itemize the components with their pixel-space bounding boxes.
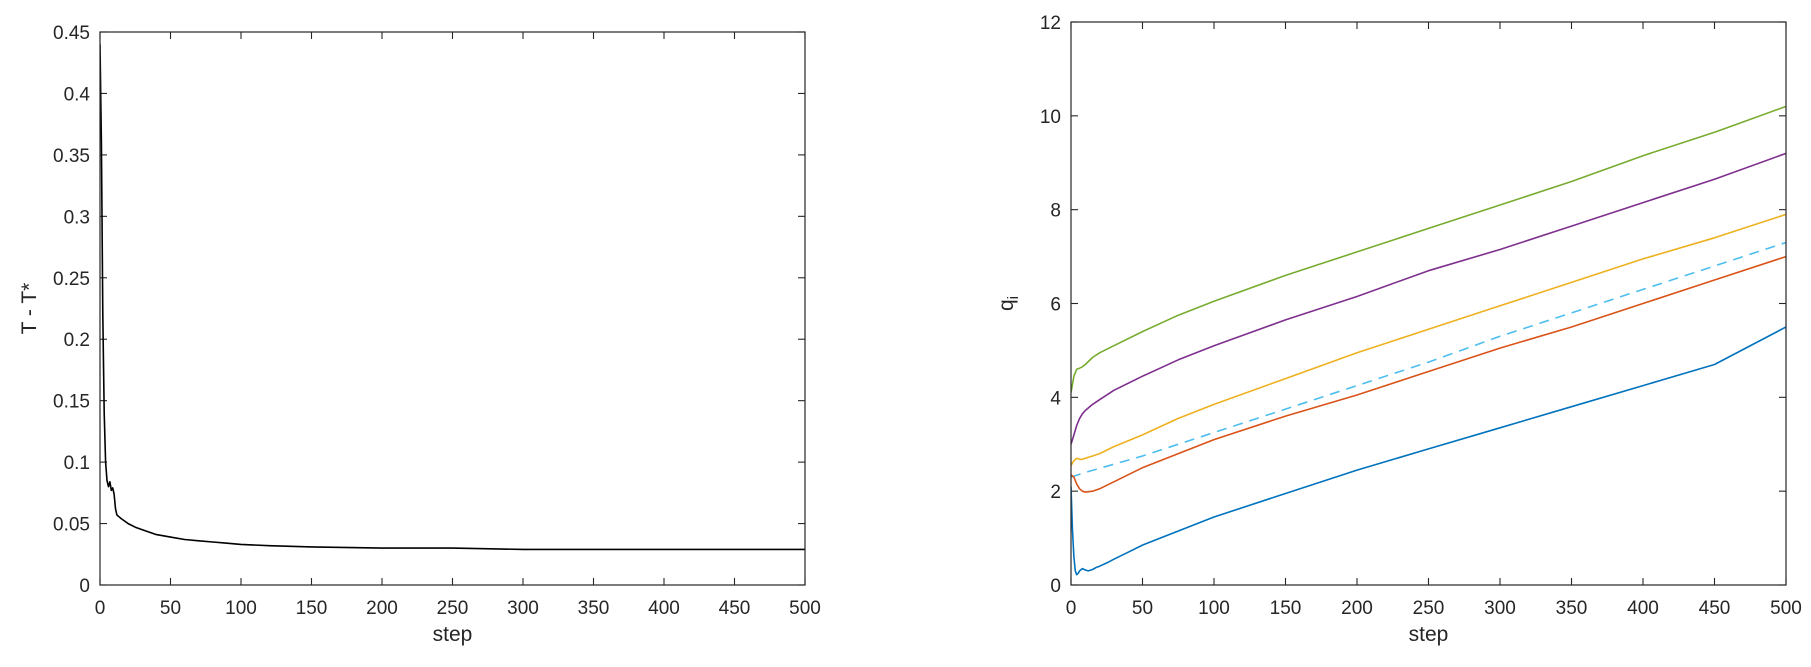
- x-tick-label: 150: [296, 598, 328, 619]
- x-tick-label: 100: [1198, 598, 1230, 619]
- series-line-5: [1071, 326, 1786, 576]
- series-line-1: [1071, 152, 1786, 445]
- y-tick-label: 4: [1050, 388, 1061, 409]
- chart-left: 0 50 100 150 200 250 300 350 400 450 500 0 0.05 0.1 0.…: [18, 23, 821, 646]
- x-tick-label: 50: [160, 598, 181, 619]
- x-tick-label: 300: [507, 598, 539, 619]
- series-line-0: [1071, 105, 1786, 393]
- x-tick-label: 200: [366, 598, 398, 619]
- y-tick-label: 0.05: [53, 515, 90, 536]
- x-tick-label: 400: [648, 598, 680, 619]
- y-tick-label: 0.1: [64, 453, 90, 474]
- x-axis-label: step: [1409, 623, 1449, 646]
- y-tick-label: 0: [1050, 576, 1061, 597]
- y-axis-label: qi: [995, 296, 1022, 311]
- y-tick-label: 2: [1050, 482, 1061, 503]
- y-axis-label: T - T*: [18, 283, 41, 335]
- x-tick-label: 450: [1699, 598, 1731, 619]
- y-tick-label: 0.3: [64, 207, 90, 228]
- x-tick-label: 500: [789, 598, 821, 619]
- y-tick-label: 0.15: [53, 392, 90, 413]
- plot-frame: [99, 31, 806, 586]
- y-tick-label: 0.4: [64, 84, 91, 105]
- x-tick-label: 0: [1066, 598, 1077, 619]
- x-tick-label: 150: [1270, 598, 1302, 619]
- y-axis-label-subscript: i: [1005, 296, 1022, 299]
- x-tick-label: 100: [225, 598, 257, 619]
- y-axis-label-text: q: [995, 299, 1018, 311]
- series-line-0: [100, 44, 805, 551]
- x-tick-label: 350: [1556, 598, 1588, 619]
- y-tick-label: 0: [79, 576, 90, 597]
- x-tick-label: 400: [1627, 598, 1659, 619]
- x-tick-label: 200: [1341, 598, 1373, 619]
- x-tick-label: 300: [1484, 598, 1516, 619]
- x-tick-label: 250: [1413, 598, 1445, 619]
- y-tick-label: 6: [1050, 295, 1061, 316]
- series-line-2: [1071, 213, 1786, 466]
- x-tick-label: 500: [1770, 598, 1802, 619]
- x-tick-label: 0: [95, 598, 106, 619]
- y-tick-label: 0.35: [53, 146, 90, 167]
- x-axis-label: step: [433, 623, 473, 646]
- x-tick-label: 250: [437, 598, 469, 619]
- y-tick-label: 0.2: [64, 330, 90, 351]
- y-axis-label-text: T - T*: [18, 283, 41, 335]
- y-tick-label: 8: [1050, 201, 1061, 222]
- y-tick-label: 10: [1040, 107, 1061, 128]
- x-tick-label: 350: [578, 598, 610, 619]
- plot-frame: [1070, 21, 1787, 586]
- series-line-3: [1071, 241, 1786, 478]
- x-tick-label: 450: [719, 598, 751, 619]
- chart-right: 0 50 100 150 200 250 300 350 400 450 500 0 2 4 6 8 10 12 s…: [995, 13, 1802, 646]
- series-line-4: [1071, 255, 1786, 493]
- y-tick-label: 12: [1040, 13, 1061, 34]
- y-tick-label: 0.25: [53, 269, 90, 290]
- y-tick-label: 0.45: [53, 23, 90, 44]
- x-tick-label: 50: [1132, 598, 1153, 619]
